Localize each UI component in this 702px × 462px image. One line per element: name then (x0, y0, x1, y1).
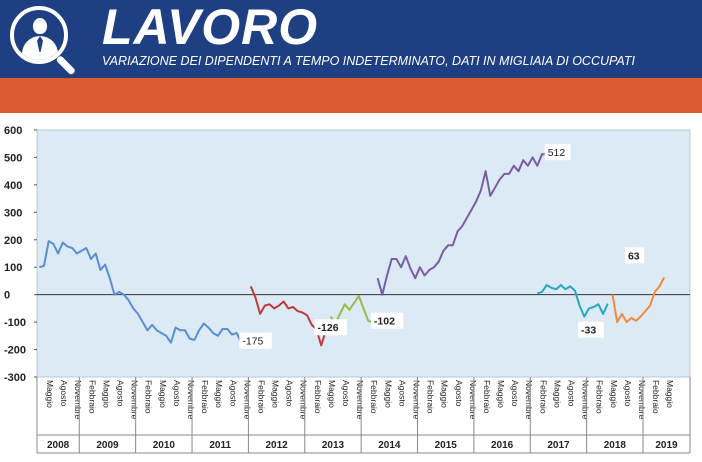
month-tick-label: Febbraio (426, 380, 436, 414)
year-label: 2019 (655, 440, 678, 451)
year-label: 2016 (491, 440, 514, 451)
month-tick-label: Novembre (524, 380, 534, 419)
data-label-bg (239, 332, 272, 349)
year-label: 2011 (209, 440, 231, 451)
y-tick-label: 600 (4, 125, 22, 137)
month-tick-label: Novembre (637, 380, 647, 419)
month-tick-label: Maggio (214, 380, 224, 408)
chart-svg: -300 -200 -100 0 100 200 300 400 500 600 -175 -126 -… (4, 125, 691, 454)
year-label: 2013 (322, 440, 345, 451)
y-tick-label: 500 (4, 152, 22, 164)
month-tick-label: Maggio (271, 380, 281, 408)
month-tick-label: Febbraio (200, 380, 210, 414)
data-label-bg (624, 247, 645, 264)
year-label: 2017 (547, 440, 570, 451)
y-tick-label: 400 (4, 180, 22, 192)
month-tick-label: Agosto (172, 380, 182, 407)
data-label-bg (544, 144, 571, 161)
month-tick-label: Agosto (341, 380, 351, 407)
month-tick-label: Febbraio (144, 380, 154, 414)
accent-band (0, 78, 702, 113)
month-tick-label: Maggio (665, 380, 675, 408)
month-tick-label: Febbraio (538, 380, 548, 414)
month-tick-label: Agosto (228, 380, 238, 407)
month-tick-label: Febbraio (87, 380, 97, 414)
header-banner: LAVORO VARIAZIONE DEI DIPENDENTI A TEMPO… (0, 0, 702, 78)
page-subtitle: VARIAZIONE DEI DIPENDENTI A TEMPO INDETE… (102, 54, 635, 68)
series-line-s2014_2016 (376, 153, 547, 296)
year-label: 2015 (435, 440, 458, 451)
data-label-bg (370, 312, 404, 329)
month-tick-label: Agosto (567, 380, 577, 407)
series-line-s2012 (249, 286, 327, 347)
month-tick-label: Agosto (510, 380, 520, 407)
year-label: 2008 (47, 440, 70, 451)
series-line-s2017 (537, 284, 609, 318)
series-line-s2018_2019 (611, 276, 666, 324)
y-tick-label: -200 (4, 345, 26, 357)
month-tick-label: Maggio (327, 380, 337, 408)
plot-area (36, 129, 691, 378)
magnifier-handle-icon (55, 55, 77, 76)
month-tick-label: Agosto (59, 380, 69, 407)
y-tick-label: 0 (4, 290, 10, 302)
month-tick-label: Maggio (45, 380, 55, 408)
data-label: -175 (242, 336, 263, 348)
data-label: -102 (374, 316, 395, 328)
data-label: -33 (581, 325, 596, 337)
month-tick-label: Febbraio (369, 380, 379, 414)
month-tick-label: Febbraio (256, 380, 266, 414)
month-tick-label: Novembre (468, 380, 478, 419)
month-tick-label: Agosto (454, 380, 464, 407)
month-tick-label: Novembre (299, 380, 309, 419)
y-tick-label: -100 (4, 317, 26, 329)
year-label: 2010 (153, 440, 176, 451)
month-tick-label: Maggio (609, 380, 619, 408)
line-chart: -300 -200 -100 0 100 200 300 400 500 600 -175 -126 -… (0, 113, 702, 462)
y-tick-label: -300 (4, 372, 26, 384)
month-tick-label: Febbraio (313, 380, 323, 414)
year-label: 2012 (265, 440, 288, 451)
data-label: 63 (628, 250, 640, 262)
data-label-bg (314, 319, 347, 336)
series-line-s2008_2011 (39, 240, 243, 344)
month-tick-label: Novembre (186, 380, 196, 419)
month-tick-label: Febbraio (595, 380, 605, 414)
month-tick-label: Novembre (73, 380, 83, 419)
page-title: LAVORO (102, 0, 319, 55)
data-label: -126 (318, 322, 339, 334)
month-tick-label: Agosto (397, 380, 407, 407)
month-tick-label: Febbraio (482, 380, 492, 414)
month-tick-label: Maggio (552, 380, 562, 408)
year-label: 2018 (604, 440, 627, 451)
month-tick-label: Agosto (623, 380, 633, 407)
year-label: 2014 (378, 440, 401, 451)
month-tick-label: Novembre (242, 380, 252, 419)
worker-magnifier-icon (10, 6, 68, 64)
year-label: 2009 (96, 440, 119, 451)
month-tick-label: Maggio (440, 380, 450, 408)
month-tick-label: Maggio (101, 380, 111, 408)
month-tick-label: Agosto (116, 380, 126, 407)
month-tick-label: Maggio (496, 380, 506, 408)
y-tick-label: 100 (4, 262, 22, 274)
data-label-bg (577, 321, 604, 338)
y-tick-label: 300 (4, 207, 22, 219)
month-tick-label: Agosto (285, 380, 295, 407)
month-tick-label: Febbraio (651, 380, 661, 414)
month-tick-label: Novembre (130, 380, 140, 419)
month-tick-label: Maggio (158, 380, 168, 408)
month-tick-label: Maggio (383, 380, 393, 408)
month-tick-label: Novembre (355, 380, 365, 419)
data-label: 512 (548, 147, 566, 159)
series-line-s2013 (329, 295, 374, 325)
y-tick-label: 200 (4, 235, 22, 247)
month-tick-label: Novembre (581, 380, 591, 419)
month-tick-label: Novembre (411, 380, 421, 419)
